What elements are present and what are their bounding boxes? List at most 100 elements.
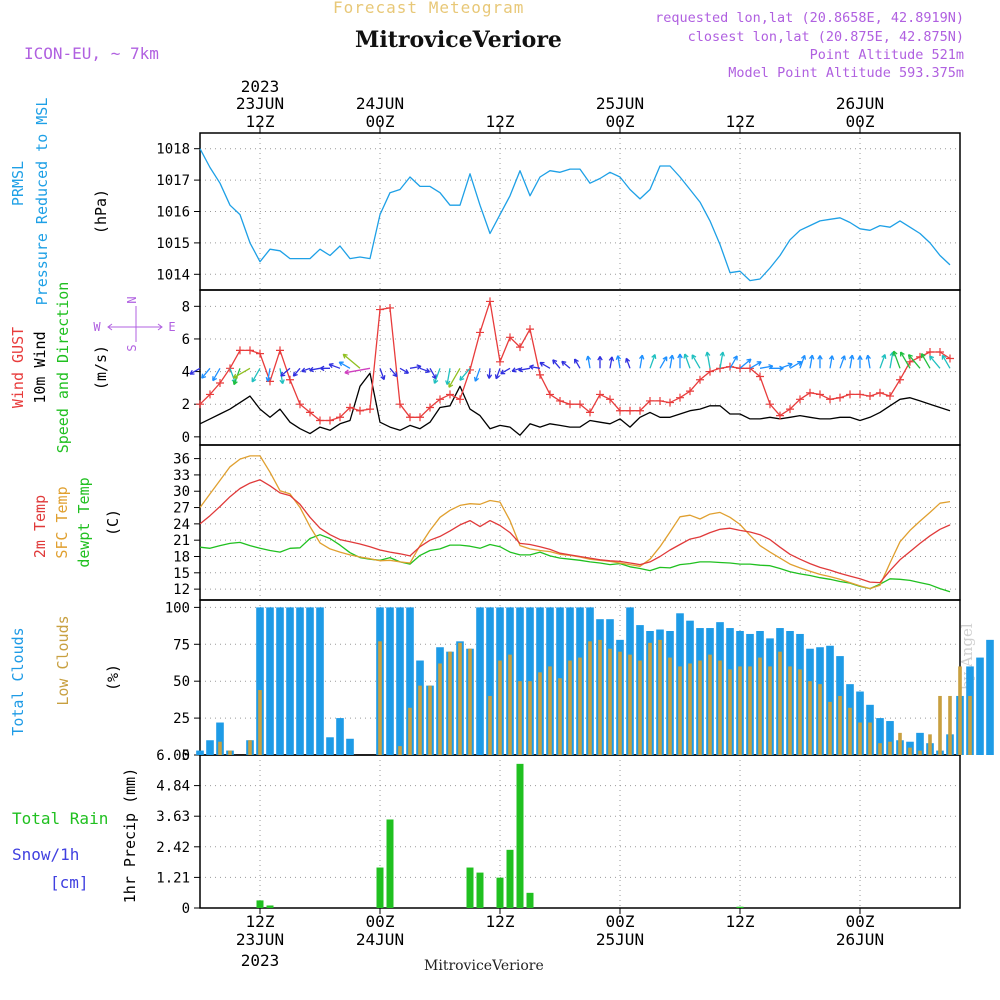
rain-bar	[506, 849, 514, 908]
low-cloud-bar	[628, 654, 632, 755]
low-cloud-bar	[438, 663, 442, 755]
wind-direction-arrow	[459, 367, 471, 381]
gust-marker	[256, 349, 264, 358]
label-wind-gust: Wind GUST	[9, 327, 27, 408]
low-cloud-bar	[648, 642, 652, 755]
y-tick-label: 4.84	[156, 779, 190, 795]
total-cloud-bar	[476, 607, 484, 755]
low-cloud-bar	[498, 660, 502, 755]
label-total-clouds: Total Clouds	[9, 627, 27, 735]
y-tick-label: 33	[173, 468, 190, 484]
total-cloud-bar	[336, 718, 344, 755]
wind-direction-arrow	[429, 367, 437, 380]
low-cloud-bar	[258, 690, 262, 755]
label-snow: Snow/1h	[12, 845, 79, 864]
y-tick-label: 3.63	[156, 809, 190, 825]
low-cloud-bar	[518, 681, 522, 755]
low-cloud-bar	[528, 681, 532, 755]
wind-direction-arrow	[625, 357, 631, 369]
gust-marker	[856, 390, 864, 399]
wind-direction-arrow	[839, 355, 846, 369]
low-cloud-bar	[728, 669, 732, 755]
x-tick-label-top: 25JUN	[596, 94, 644, 113]
gust-marker	[386, 303, 394, 312]
gust-marker	[546, 390, 554, 399]
wind-direction-arrow	[789, 360, 803, 369]
rain-bar	[516, 763, 524, 908]
total-cloud-bar	[266, 607, 274, 755]
wind-direction-arrow	[445, 368, 451, 386]
y-tick-label: 2	[182, 397, 190, 413]
low-cloud-bar	[548, 666, 552, 755]
wind-direction-arrow	[265, 368, 272, 382]
gust-marker	[696, 375, 704, 384]
label-temp-unit: (C)	[104, 509, 122, 536]
gust-marker	[826, 395, 834, 404]
y-tick-label: 6.05	[156, 748, 190, 764]
gust-marker	[296, 400, 304, 409]
gust-marker	[576, 400, 584, 409]
wind-direction-arrow	[608, 356, 615, 369]
wind-direction-arrow	[668, 354, 675, 369]
total-cloud-bar	[346, 738, 354, 755]
low-cloud-bar	[638, 660, 642, 755]
gust-marker	[276, 346, 284, 355]
x-tick-label-top: 12Z	[726, 112, 755, 131]
rain-bar	[466, 867, 474, 908]
gust-marker	[736, 364, 744, 373]
x-tick-label-bottom: 25JUN	[596, 930, 644, 949]
gust-marker	[406, 413, 414, 422]
compass-rose-icon	[107, 306, 163, 342]
low-cloud-bar	[708, 654, 712, 755]
gust-marker	[706, 367, 714, 376]
gust-marker	[486, 297, 494, 306]
total-cloud-bar	[886, 721, 894, 755]
rain-bar	[736, 906, 744, 908]
low-cloud-bar	[778, 651, 782, 755]
panel-frame-precip	[199, 754, 961, 909]
low-cloud-bar	[878, 743, 882, 755]
wind-direction-arrow	[749, 361, 762, 369]
location-title: MitroviceVeriore	[355, 27, 562, 53]
gust-marker	[866, 392, 874, 401]
gust-marker	[926, 348, 934, 356]
rain-bar	[496, 877, 504, 908]
x-tick-label-bottom: 23JUN	[236, 930, 284, 949]
rain-bar	[526, 892, 534, 908]
gust-marker	[606, 395, 614, 404]
wind-direction-arrow	[691, 354, 701, 369]
gust-marker	[206, 390, 214, 399]
wind-direction-arrow	[433, 368, 441, 384]
compass-w: W	[93, 320, 101, 334]
wind-direction-arrow	[929, 355, 941, 369]
low-cloud-bar	[758, 657, 762, 755]
gust-marker	[626, 406, 634, 415]
total-cloud-bar	[296, 607, 304, 755]
total-cloud-bar	[276, 607, 284, 755]
y-tick-label: 1.21	[156, 870, 190, 886]
gust-marker	[936, 348, 944, 356]
gust-marker	[506, 333, 514, 342]
low-cloud-bar	[768, 666, 772, 755]
closest-coords: closest lon,lat (20.875E, 42.875N)	[687, 29, 964, 45]
gust-marker	[376, 305, 384, 314]
gust-marker	[726, 362, 734, 371]
low-cloud-bar	[678, 666, 682, 755]
low-cloud-bar	[808, 681, 812, 755]
total-cloud-bar	[206, 740, 214, 755]
low-cloud-bar	[428, 685, 432, 755]
y-tick-label: 2.42	[156, 840, 190, 856]
x-tick-label-bottom: 00Z	[366, 912, 395, 931]
y-tick-label: 0	[182, 901, 190, 917]
wind-speed-line	[199, 372, 951, 436]
gust-marker	[286, 375, 294, 384]
low-cloud-bar	[508, 654, 512, 755]
wind-direction-arrow	[552, 359, 561, 369]
gust-marker	[456, 395, 464, 404]
total-cloud-bar	[826, 645, 834, 755]
rain-bar	[266, 905, 274, 908]
low-cloud-bar	[588, 641, 592, 755]
label-wind-unit: (m/s)	[92, 345, 110, 390]
low-cloud-bar	[738, 666, 742, 755]
gust-marker	[446, 390, 454, 399]
